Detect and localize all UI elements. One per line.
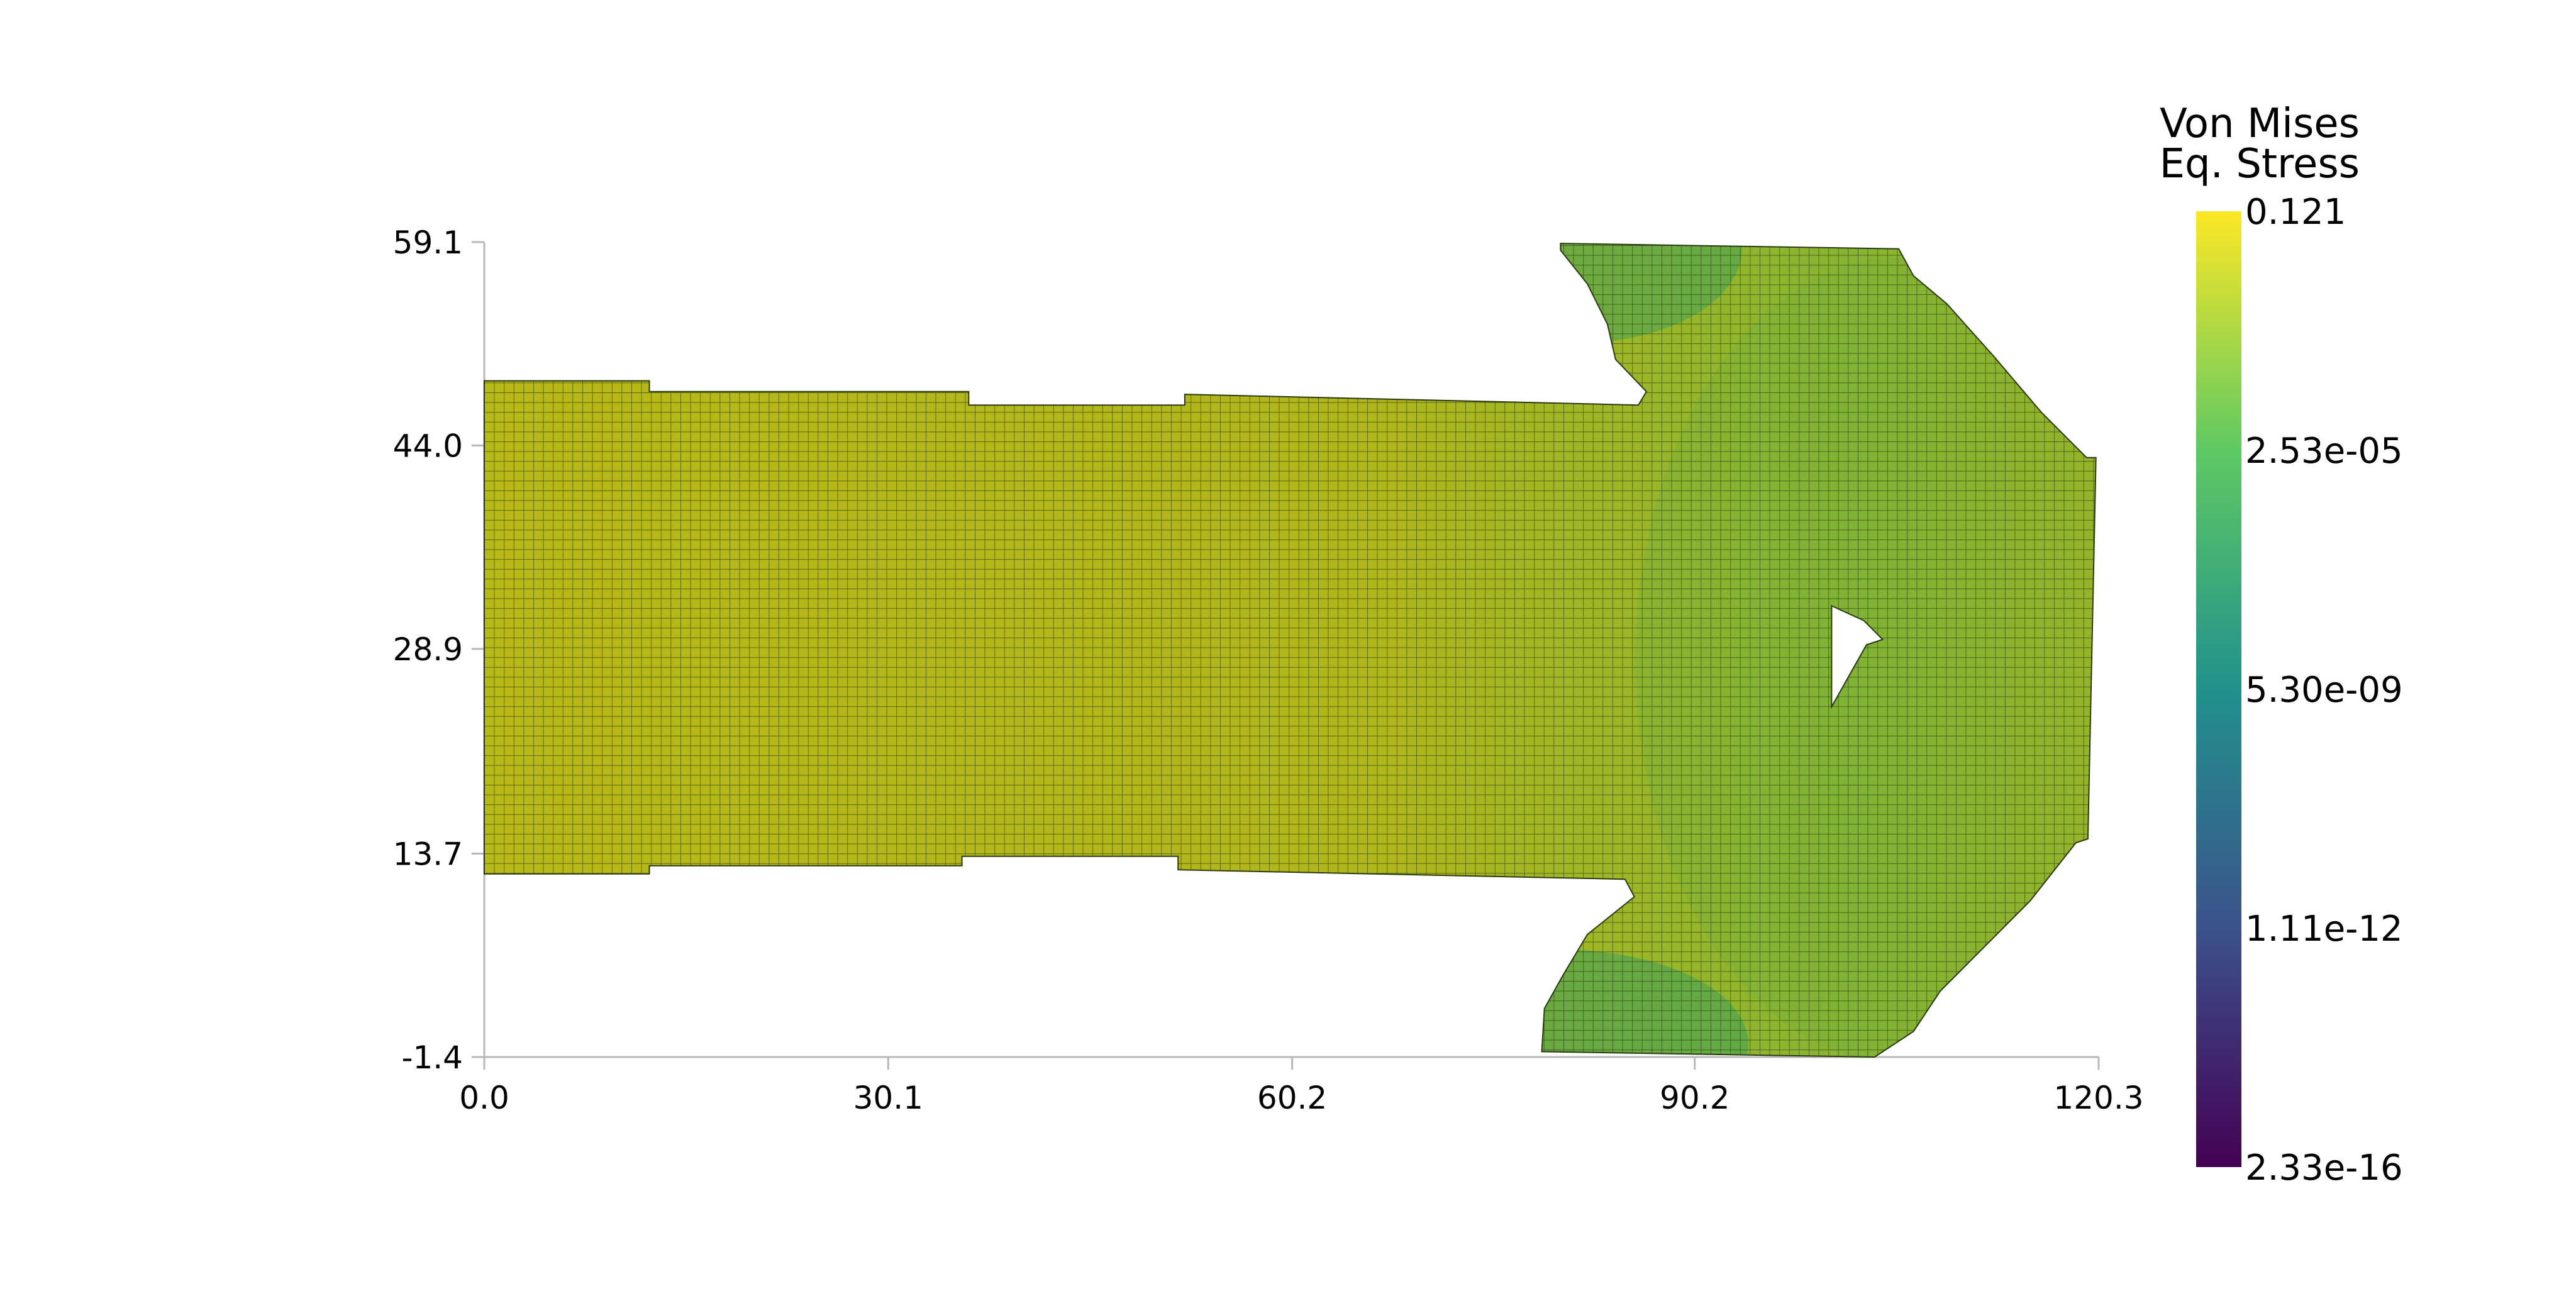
x-tick-label: 30.1: [853, 1080, 923, 1116]
y-tick-label: 28.9: [393, 631, 463, 668]
x-tick-label: 0.0: [459, 1080, 509, 1116]
x-tick-label: 90.2: [1660, 1080, 1729, 1116]
colorbar-tick-label: 2.53e-05: [2245, 431, 2403, 472]
mesh-grid: [484, 243, 2096, 1058]
y-tick-label: 59.1: [393, 224, 463, 261]
colorbar-tick-label: 5.30e-09: [2245, 670, 2403, 711]
mesh-region: [484, 243, 2097, 1058]
y-tick-label: -1.4: [401, 1039, 463, 1076]
y-tick-label: 13.7: [393, 836, 463, 873]
y-tick-label: 44.0: [393, 428, 463, 464]
x-tick-label: 120.3: [2053, 1080, 2143, 1116]
colorbar-gradient: [2196, 211, 2241, 1167]
colorbar-tick-label: 1.11e-12: [2245, 909, 2403, 950]
colorbar-labels: 0.121 2.53e-05 5.30e-09 1.11e-12 2.33e-16: [2245, 192, 2403, 1188]
colorbar-title-line-2: Eq. Stress: [2160, 141, 2360, 187]
colorbar: Von Mises Eq. Stress 0.121 2.53e-05 5.30e-…: [2160, 101, 2403, 1188]
colorbar-title-line-1: Von Mises: [2160, 101, 2360, 147]
colorbar-tick-label: 0.121: [2245, 192, 2346, 233]
mesh-outline: [484, 243, 2097, 1058]
colorbar-tick-label: 2.33e-16: [2245, 1148, 2403, 1188]
axes: 0.0 30.1 60.2 90.2 120.3 59.1 44.0 28.9 13.7 -1.4: [393, 224, 2144, 1116]
triangular-hole: [1831, 604, 1884, 709]
x-tick-label: 60.2: [1257, 1080, 1327, 1116]
